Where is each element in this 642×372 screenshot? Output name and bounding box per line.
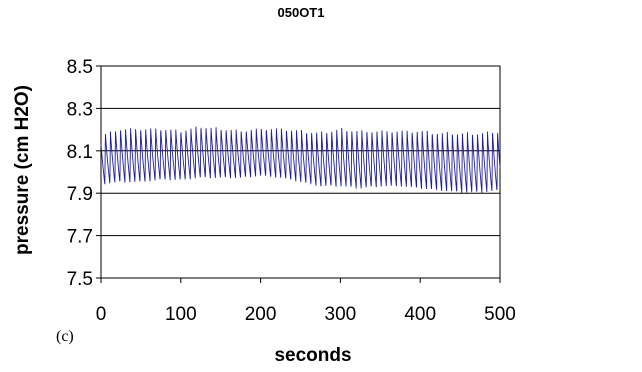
x-tick-labels: 0 100 200 300 400 500 [96,304,516,325]
x-tick-label: 0 [96,304,107,325]
y-tick-label: 7.5 [67,269,93,290]
y-tick-labels: 7.5 7.7 7.9 8.1 8.3 8.5 [67,57,93,290]
series-line [100,126,501,194]
y-tick-label: 7.9 [67,184,93,205]
y-tick-label: 7.7 [67,227,93,248]
grid-layer [96,65,501,283]
x-tick-label: 100 [165,304,197,325]
x-tick-label: 200 [245,304,277,325]
y-axis-label: pressure (cm H2O) [12,85,33,255]
x-tick-label: 400 [404,304,436,325]
y-tick-label: 8.3 [67,99,93,120]
panel-label: (c) [56,328,74,345]
x-tick-label: 300 [325,304,357,325]
x-tick-label: 500 [484,304,516,325]
plot-area-border [100,65,501,279]
x-axis-label: seconds [274,345,351,366]
y-tick-label: 8.5 [67,57,93,78]
chart-title: 050OT1 [278,5,325,20]
y-tick-label: 8.1 [67,142,93,163]
